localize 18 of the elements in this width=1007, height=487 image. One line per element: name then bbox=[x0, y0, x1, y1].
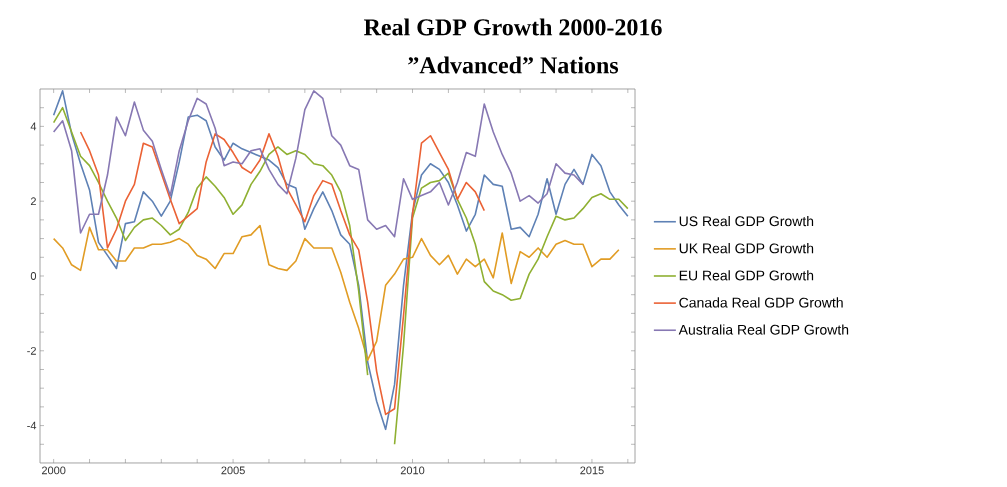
y-tick-label: -2 bbox=[27, 346, 36, 355]
x-tick-label: 2000 bbox=[41, 466, 66, 475]
line-series bbox=[79, 131, 486, 416]
y-tick-label: -4 bbox=[27, 421, 37, 430]
y-tick-label: 4 bbox=[30, 122, 37, 131]
legend-label: US Real GDP Growth bbox=[679, 215, 814, 227]
legend-label: Australia Real GDP Growth bbox=[678, 324, 849, 335]
line-series bbox=[52, 90, 584, 238]
legend-label: Canada Real GDP Growth bbox=[679, 297, 843, 308]
y-tick-label: 2 bbox=[30, 197, 36, 206]
legend-label: UK Real GDP Growth bbox=[679, 243, 814, 254]
x-tick-label: 2010 bbox=[400, 466, 425, 475]
chart-title: Real GDP Growth 2000-2016 bbox=[363, 18, 662, 36]
x-tick-label: 2005 bbox=[221, 466, 245, 475]
chart-subtitle: ”Advanced” Nations bbox=[408, 56, 619, 74]
y-tick-label: 0 bbox=[30, 272, 37, 280]
legend-label: EU Real GDP Growth bbox=[679, 270, 814, 281]
x-tick-label: 2015 bbox=[580, 466, 604, 475]
